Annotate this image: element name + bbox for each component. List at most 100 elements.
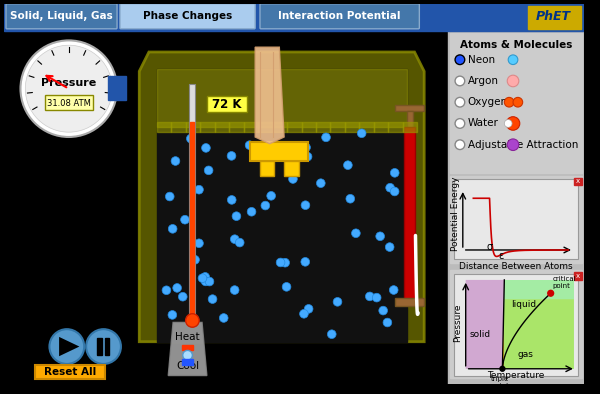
Circle shape [220,314,228,322]
FancyBboxPatch shape [6,4,117,29]
Circle shape [283,143,292,152]
Bar [574,272,581,280]
Circle shape [455,140,465,150]
Circle shape [328,330,336,338]
Circle shape [166,192,174,201]
Circle shape [162,286,171,295]
Polygon shape [59,337,79,356]
Circle shape [289,175,297,183]
Text: Potential Energy: Potential Energy [451,177,460,251]
Bar [207,97,247,112]
Circle shape [187,134,195,143]
Bar [185,123,200,132]
Bar [157,123,171,132]
Circle shape [267,191,275,200]
Bar [454,180,578,259]
Bar [171,123,185,132]
Bar [331,123,345,132]
Text: Phase Changes: Phase Changes [143,11,232,21]
Bar [345,123,359,132]
Circle shape [386,183,394,192]
Bar [4,31,448,384]
Circle shape [230,235,239,243]
Text: critical
point: critical point [553,276,576,289]
Circle shape [20,41,117,137]
Circle shape [391,169,399,177]
Text: Reset All: Reset All [44,367,96,377]
Text: Neon: Neon [467,55,495,65]
Circle shape [358,129,366,138]
Bar [190,84,195,318]
Bar [44,95,93,110]
Circle shape [230,286,239,294]
Circle shape [263,150,272,159]
Circle shape [505,120,512,127]
Bar [4,4,584,31]
Circle shape [281,258,289,267]
Circle shape [457,57,463,63]
Text: 72 K: 72 K [212,98,242,111]
Circle shape [205,277,214,286]
Circle shape [299,309,308,318]
Text: gas: gas [518,350,533,359]
Polygon shape [502,299,574,369]
Polygon shape [139,52,424,342]
Text: ε: ε [499,251,504,262]
Bar [215,123,229,132]
Polygon shape [255,47,284,144]
Bar [182,359,193,365]
Bar [302,123,316,132]
Bar [395,298,424,306]
Circle shape [25,45,112,132]
Bar [97,338,101,355]
Circle shape [86,329,121,364]
Circle shape [508,55,518,65]
Circle shape [194,185,203,194]
Bar [450,33,581,173]
Circle shape [500,366,505,371]
Bar [258,123,272,132]
Circle shape [548,290,554,296]
Bar [454,274,578,377]
Circle shape [507,75,519,87]
Circle shape [201,277,210,286]
Circle shape [344,161,352,169]
Bar [448,31,584,384]
Circle shape [185,314,199,327]
Text: PhET: PhET [536,10,571,23]
Bar [359,123,374,132]
Circle shape [232,212,241,221]
Text: Water: Water [467,119,499,128]
Bar [404,127,415,301]
Bar [284,161,299,176]
Circle shape [455,76,465,86]
Circle shape [173,284,181,292]
Circle shape [322,133,331,142]
Circle shape [301,201,310,210]
Text: Temperature: Temperature [487,371,545,380]
Circle shape [227,195,236,204]
Circle shape [276,258,285,267]
Circle shape [247,207,256,216]
Bar [407,111,413,128]
Circle shape [373,293,381,302]
Text: Argon: Argon [467,76,499,86]
Text: σ: σ [487,242,493,252]
FancyBboxPatch shape [260,4,419,29]
Circle shape [169,225,177,233]
Circle shape [191,255,199,264]
Bar [388,123,403,132]
Circle shape [282,282,291,291]
Text: Cool: Cool [176,361,199,371]
Bar [316,123,331,132]
Circle shape [245,141,254,149]
Circle shape [303,152,312,161]
Circle shape [302,143,310,152]
Bar [450,270,581,378]
Text: triple
point: triple point [491,375,509,388]
Bar [527,6,581,29]
Polygon shape [505,280,574,369]
Bar [287,123,302,132]
Bar [157,69,407,127]
Circle shape [201,273,209,281]
